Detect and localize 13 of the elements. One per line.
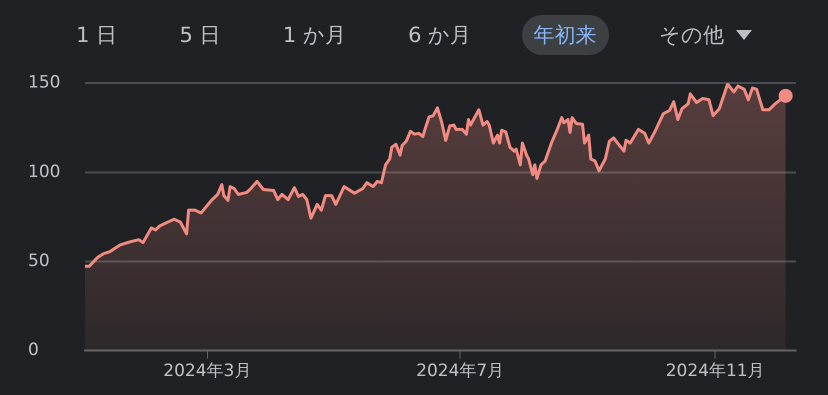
- x-tick-label: 2024年7月: [416, 361, 504, 382]
- x-tick-label: 2024年11月: [666, 361, 765, 382]
- y-tick-label: 0: [28, 340, 39, 360]
- text: その他: [658, 22, 724, 49]
- y-tick-label: 100: [28, 162, 60, 182]
- text: 1 か月: [282, 22, 346, 49]
- y-tick-label: 150: [28, 72, 60, 93]
- y-tick-label: 50: [28, 250, 50, 271]
- text: 年初来: [534, 22, 597, 49]
- text: 1 日: [76, 22, 118, 49]
- x-tick-label: 2024年3月: [163, 361, 252, 382]
- text: 5 日: [179, 22, 221, 49]
- text: 6 か月: [408, 22, 472, 49]
